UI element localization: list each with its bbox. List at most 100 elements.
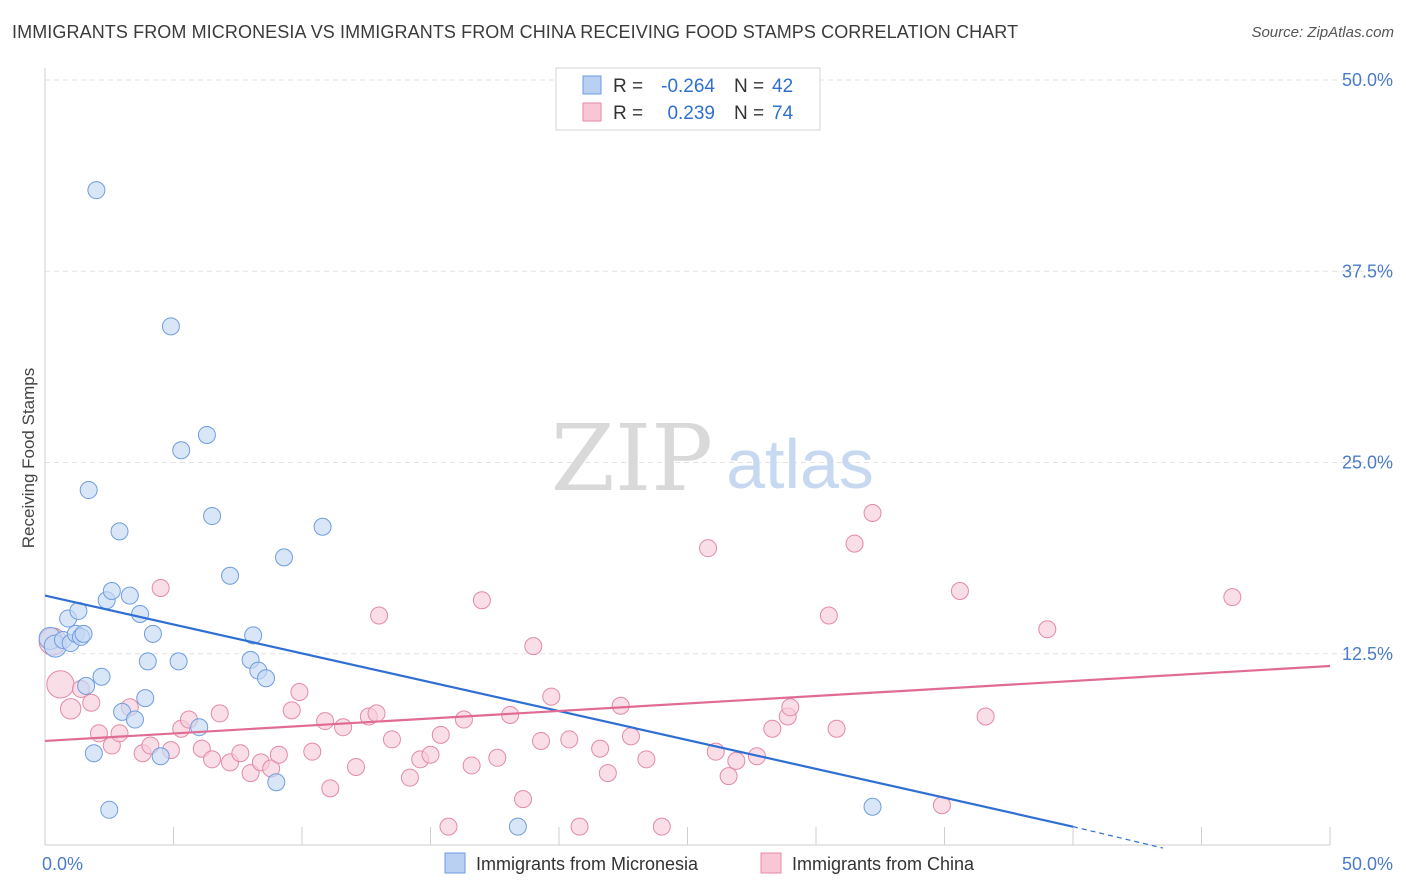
point-china-55 (637, 750, 656, 769)
point-china-27 (316, 712, 335, 731)
point-china-41 (462, 756, 481, 775)
point-china-73 (1223, 588, 1242, 607)
point-micronesia-36 (257, 669, 276, 688)
point-china-17 (210, 704, 229, 723)
axes (44, 68, 1331, 846)
trend-line-micronesia-extension (1072, 826, 1164, 849)
x-tick-label-min: 0.0% (42, 854, 83, 874)
point-china-70 (950, 582, 969, 601)
grid-lines (45, 79, 1390, 655)
watermark-atlas: atlas (726, 425, 874, 503)
y-tick-label-3: 50.0% (1342, 70, 1393, 90)
point-micronesia-41 (863, 797, 882, 816)
point-china-7 (110, 724, 129, 743)
point-china-62 (763, 719, 782, 738)
data-points (38, 181, 1242, 836)
point-china-24 (282, 701, 301, 720)
point-micronesia-21 (131, 604, 150, 623)
series-legend-swatch-china (760, 852, 782, 874)
x-tick-label-max: 50.0% (1342, 854, 1393, 874)
series-legend-label-china: Immigrants from China (792, 854, 975, 874)
point-china-11 (151, 578, 170, 597)
trend-lines (44, 594, 1331, 849)
x-tick-labels: 0.0% 50.0% (42, 854, 1393, 874)
point-micronesia-38 (275, 548, 294, 567)
point-micronesia-23 (138, 652, 157, 671)
point-china-4 (82, 693, 101, 712)
point-micronesia-37 (267, 773, 286, 792)
point-china-64 (781, 698, 800, 717)
point-china-37 (421, 745, 440, 764)
legend-n-value-micronesia: 42 (772, 76, 793, 97)
point-micronesia-25 (151, 747, 170, 766)
point-micronesia-26 (161, 317, 180, 336)
point-china-34 (382, 730, 401, 749)
point-china-32 (367, 704, 386, 723)
point-micronesia-10 (79, 481, 98, 500)
point-china-40 (454, 710, 473, 729)
point-micronesia-39 (313, 517, 332, 536)
point-china-71 (976, 707, 995, 726)
point-china-38 (431, 725, 450, 744)
point-micronesia-30 (197, 425, 216, 444)
point-china-68 (863, 503, 882, 522)
legend-r-label-china: R = (613, 103, 643, 124)
point-china-29 (334, 718, 353, 737)
point-china-26 (303, 742, 322, 761)
point-china-52 (598, 764, 617, 783)
point-china-47 (532, 731, 551, 750)
series-legend-swatch-micronesia (444, 852, 466, 874)
point-china-19 (231, 744, 250, 763)
legend-r-value-china: 0.239 (667, 103, 715, 124)
point-china-23 (269, 745, 288, 764)
point-micronesia-9 (77, 676, 96, 695)
point-china-72 (1038, 620, 1057, 639)
point-micronesia-11 (84, 744, 103, 763)
y-tick-label-2: 37.5% (1342, 261, 1393, 281)
watermark-zip: ZIP (551, 405, 713, 512)
y-tick-labels: 12.5% 25.0% 37.5% 50.0% (1342, 70, 1393, 664)
point-micronesia-31 (203, 507, 222, 526)
point-micronesia-16 (102, 582, 121, 601)
watermark: ZIP atlas (551, 405, 874, 512)
legend-swatch-micronesia (582, 75, 602, 95)
series-legend: Immigrants from Micronesia Immigrants fr… (444, 852, 975, 874)
legend-swatch-china (582, 102, 602, 122)
y-axis-label: Receiving Food Stamps (19, 368, 38, 548)
point-china-56 (652, 817, 671, 836)
point-china-43 (488, 748, 507, 767)
point-china-2 (59, 698, 82, 720)
point-china-53 (611, 696, 630, 715)
point-china-33 (370, 606, 389, 625)
point-micronesia-8 (74, 624, 93, 643)
point-china-65 (819, 606, 838, 625)
point-micronesia-34 (244, 626, 263, 645)
point-china-50 (570, 817, 589, 836)
point-micronesia-27 (169, 652, 188, 671)
point-china-42 (472, 591, 491, 610)
point-micronesia-13 (92, 667, 111, 686)
point-china-1 (46, 670, 75, 699)
source-label: Source: ZipAtlas.com (1251, 24, 1394, 41)
point-china-59 (719, 767, 738, 786)
point-china-28 (321, 779, 340, 798)
point-china-66 (827, 719, 846, 738)
legend-n-label-micronesia: N = (734, 76, 764, 97)
point-micronesia-19 (120, 586, 139, 605)
point-micronesia-32 (221, 566, 240, 585)
point-china-16 (203, 750, 222, 769)
point-micronesia-28 (172, 441, 191, 460)
legend-n-value-china: 74 (772, 103, 794, 124)
point-micronesia-20 (125, 710, 144, 729)
series-legend-label-micronesia: Immigrants from Micronesia (476, 854, 699, 874)
stats-legend: R = -0.264 N = 42 R = 0.239 N = 74 (555, 67, 821, 131)
point-china-54 (621, 727, 640, 746)
point-micronesia-15 (100, 800, 119, 819)
legend-n-label-china: N = (734, 103, 764, 124)
y-tick-label-0: 12.5% (1342, 644, 1393, 664)
point-china-49 (560, 730, 579, 749)
point-china-30 (346, 757, 365, 776)
point-china-48 (542, 687, 561, 706)
point-china-57 (699, 539, 718, 558)
